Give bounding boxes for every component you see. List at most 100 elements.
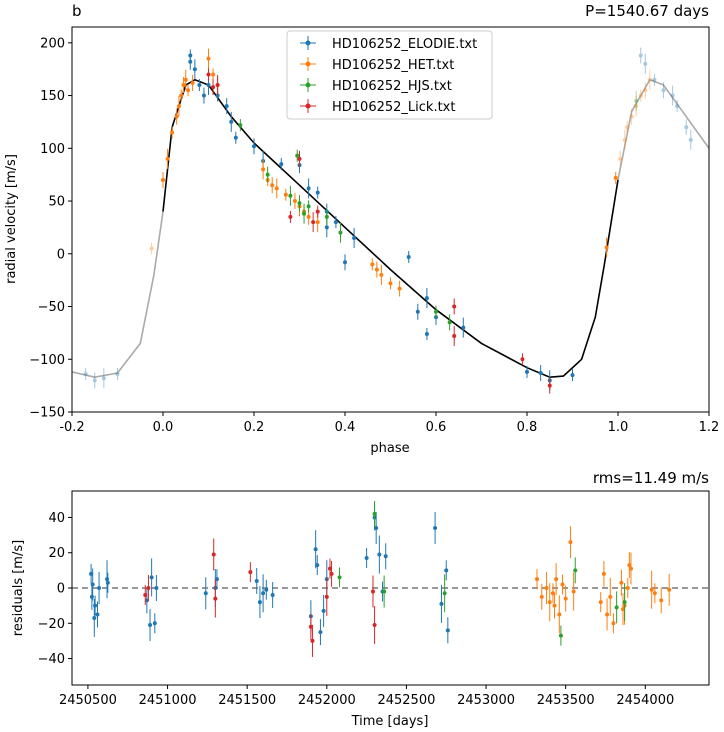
rv-marker [643,88,648,93]
rv-marker [684,125,689,130]
residual-marker [377,552,382,557]
residual-marker [248,570,253,575]
residual-marker [372,511,377,516]
rv-x-tick-label: 0.2 [244,420,265,435]
residual-marker [608,594,613,599]
rv-point-1-35 [634,96,639,117]
rv-marker [675,104,680,109]
rv-marker [295,153,300,158]
residual-point-1-21 [627,552,632,579]
legend-entry-hjs: HD106252_HJS.txt [300,78,452,94]
rv-point-1-18 [283,188,288,201]
rv-marker [370,262,375,267]
rv-marker [252,144,256,149]
rv-point-0-40 [92,372,97,389]
rv-point-0-14 [306,178,311,199]
residual-marker [152,621,157,626]
rv-point-0-2 [192,59,197,80]
residual-point-2-3 [442,574,447,613]
residual-point-1-24 [652,583,657,604]
rv-point-0-31 [638,47,643,64]
rv-marker [265,172,270,177]
rv-point-1-33 [625,121,630,134]
rv-point-0-38 [688,129,693,150]
residual-marker [442,591,447,596]
residual-marker [146,586,151,590]
rv-point-0-20 [352,227,357,248]
rv-marker [315,209,320,214]
rv-point-3-8 [452,326,457,347]
residual-point-3-4 [248,562,253,583]
rv-marker [186,88,191,93]
residual-marker [550,591,555,596]
rv-point-0-7 [224,98,229,115]
residual-point-3-5 [308,613,313,640]
rv-point-1-6 [179,89,184,102]
rv-marker [188,59,193,64]
residual-point-1-13 [601,560,606,587]
rv-point-1-5 [176,96,181,117]
residual-marker [143,593,148,598]
residual-point-1-7 [557,595,562,634]
rv-marker [374,267,379,272]
residual-marker [383,554,388,559]
rv-y-tick-label: 0 [57,247,65,262]
rv-point-1-7 [181,77,186,94]
rv-marker [306,186,311,191]
rv-marker [297,156,302,161]
rv-point-3-3 [288,210,293,223]
residual-point-1-15 [608,577,613,616]
residual-marker [621,607,626,612]
rv-point-0-15 [315,186,320,199]
residual-point-0-24 [315,555,320,576]
residual-point-1-0 [535,569,540,590]
residual-marker [337,575,342,580]
rv-marker [311,220,316,225]
rv-marker [279,162,284,167]
residual-point-0-18 [257,586,262,619]
residuals-x-tick-label: 2454000 [616,693,674,708]
residuals-ylabel: residuals [m/s] [11,540,26,636]
rv-x-tick-label: 0.6 [426,420,447,435]
rv-point-0-41 [101,368,106,389]
rv-marker [638,53,643,58]
residual-marker [90,582,95,587]
rv-point-0-37 [684,119,689,136]
rv-point-2-9 [434,305,438,318]
residual-point-1-17 [619,569,624,596]
rv-marker [211,85,216,90]
rv-marker [647,77,652,82]
rv-marker [288,214,293,219]
rv-x-tick-label: 0.4 [335,420,356,435]
rv-marker [229,119,234,124]
rv-marker [338,230,343,235]
rv-point-0-12 [279,158,284,171]
rv-point-0-19 [343,254,347,271]
rv-marker [643,61,648,66]
residual-marker [370,589,375,594]
residual-point-0-5 [95,601,100,628]
rv-point-1-12 [211,68,216,81]
residuals-y-tick-label: 0 [57,582,65,597]
residual-point-3-11 [372,606,377,645]
rv-marker [324,214,329,219]
rv-point-1-10 [190,74,195,91]
residual-marker [308,624,313,629]
residual-marker [105,580,110,585]
residual-point-0-34 [433,512,438,545]
rv-point-1-9 [186,84,191,97]
residual-point-0-4 [93,595,98,616]
residual-point-0-35 [439,584,444,623]
rv-point-3-4 [297,150,302,167]
residual-point-2-1 [372,500,377,527]
rv-x-ticks: -0.2 0.0 0.2 0.4 0.6 0.8 1.0 1.2 [59,412,719,435]
residual-marker [598,600,603,605]
residual-marker [622,600,627,605]
rv-point-1-16 [270,177,275,194]
rv-ylabel: radial velocity [m/s] [4,154,19,284]
residual-point-1-5 [552,592,557,619]
residual-point-1-2 [544,572,549,604]
residual-marker [310,638,315,643]
residual-point-3-9 [329,560,334,587]
residual-point-0-37 [445,617,450,644]
